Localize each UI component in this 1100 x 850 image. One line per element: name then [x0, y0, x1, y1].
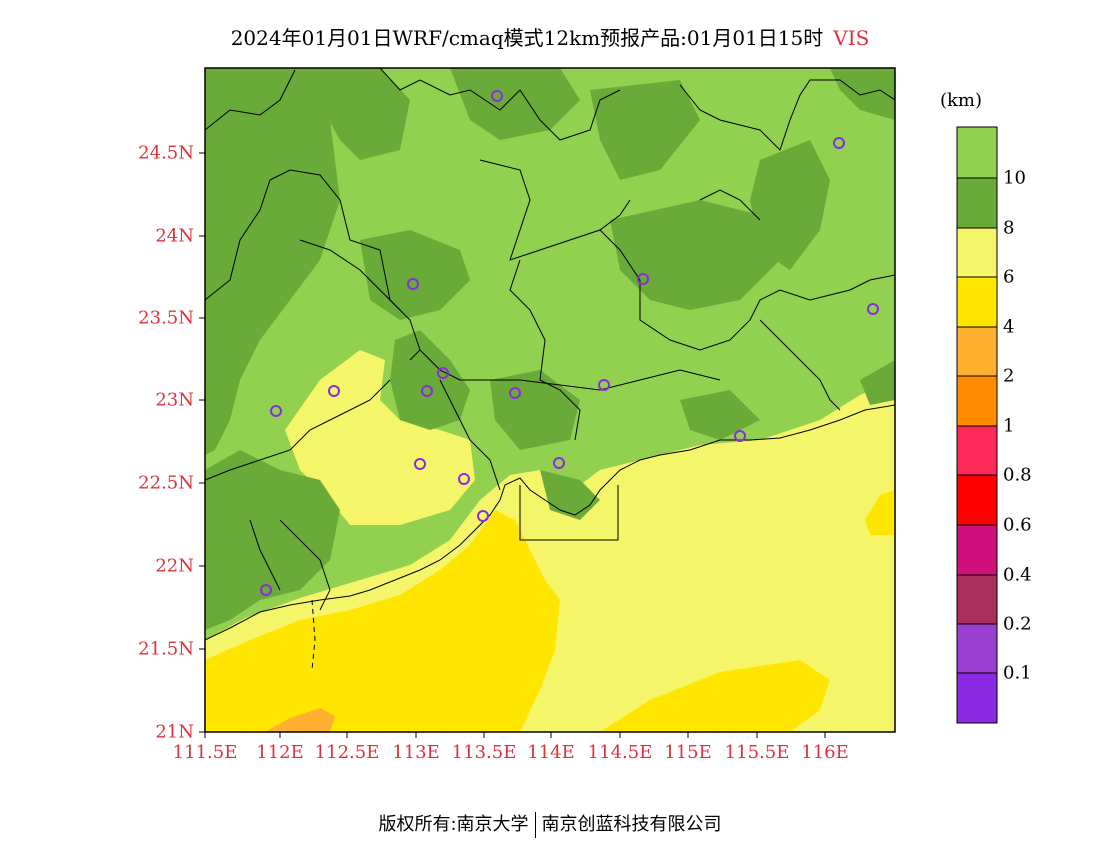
station-marker [833, 137, 845, 149]
station-marker [270, 405, 282, 417]
colorbar-label: 0.2 [1003, 613, 1032, 635]
station-marker [437, 367, 449, 379]
map-title: 2024年01月01日WRF/cmaq模式12km预报产品:01月01日15时 V… [0, 22, 1100, 51]
lon-label: 112E [256, 742, 304, 763]
colorbar-unit: (km) [940, 90, 983, 111]
copyright-footer: 版权所有:南京大学 南京创蓝科技有限公司 [0, 810, 1100, 838]
lat-label: 23N [155, 389, 194, 411]
station-marker [458, 473, 470, 485]
colorbar-label: 10 [1003, 167, 1026, 189]
colorbar [956, 126, 998, 724]
station-marker [867, 303, 879, 315]
station-marker [421, 385, 433, 397]
colorbar-label: 8 [1003, 217, 1015, 239]
lat-label: 24.5N [138, 142, 194, 164]
colorbar-label: 0.8 [1003, 464, 1032, 486]
lat-label: 22N [155, 555, 194, 577]
lon-label: 115.5E [724, 742, 790, 763]
colorbar-label: 4 [1003, 316, 1015, 338]
station-marker [491, 90, 503, 102]
vis-4-6-region [205, 510, 560, 732]
lon-label: 112.5E [314, 742, 380, 763]
station-marker [598, 379, 610, 391]
vis-6-8-inland [285, 350, 475, 525]
lat-label: 22.5N [138, 472, 194, 494]
station-marker [414, 458, 426, 470]
station-marker [407, 278, 419, 290]
lon-label: 115E [664, 742, 712, 763]
station-marker [637, 273, 649, 285]
colorbar-label: 6 [1003, 266, 1015, 288]
lon-label: 113E [392, 742, 440, 763]
lon-label: 113.5E [451, 742, 517, 763]
lat-label: 23.5N [138, 307, 194, 329]
station-marker [509, 387, 521, 399]
station-marker [328, 385, 340, 397]
lat-label: 21N [155, 721, 194, 743]
title-text: 2024年01月01日WRF/cmaq模式12km预报产品:01月01日15时 [230, 26, 824, 50]
colorbar-label: 0.1 [1003, 662, 1032, 684]
lon-label: 116E [801, 742, 849, 763]
lon-label: 114.5E [587, 742, 653, 763]
variable-label: VIS [833, 26, 870, 50]
copyright-owner: 版权所有:南京大学 [378, 814, 529, 835]
footer-divider [534, 812, 536, 838]
vis-8-10-west [205, 68, 340, 455]
colorbar-label: 1 [1003, 415, 1015, 437]
copyright-company: 南京创蓝科技有限公司 [541, 814, 722, 835]
lat-label: 24N [155, 225, 194, 247]
station-marker [553, 457, 565, 469]
station-marker [477, 510, 489, 522]
station-marker [734, 430, 746, 442]
colorbar-label: 0.6 [1003, 514, 1032, 536]
colorbar-label: 0.4 [1003, 564, 1032, 586]
colorbar-label: 2 [1003, 365, 1015, 387]
lat-label: 21.5N [138, 638, 194, 660]
lon-label: 111.5E [172, 742, 238, 763]
station-marker [260, 584, 272, 596]
lon-label: 114E [527, 742, 575, 763]
vis-2-4-patch [265, 708, 335, 732]
